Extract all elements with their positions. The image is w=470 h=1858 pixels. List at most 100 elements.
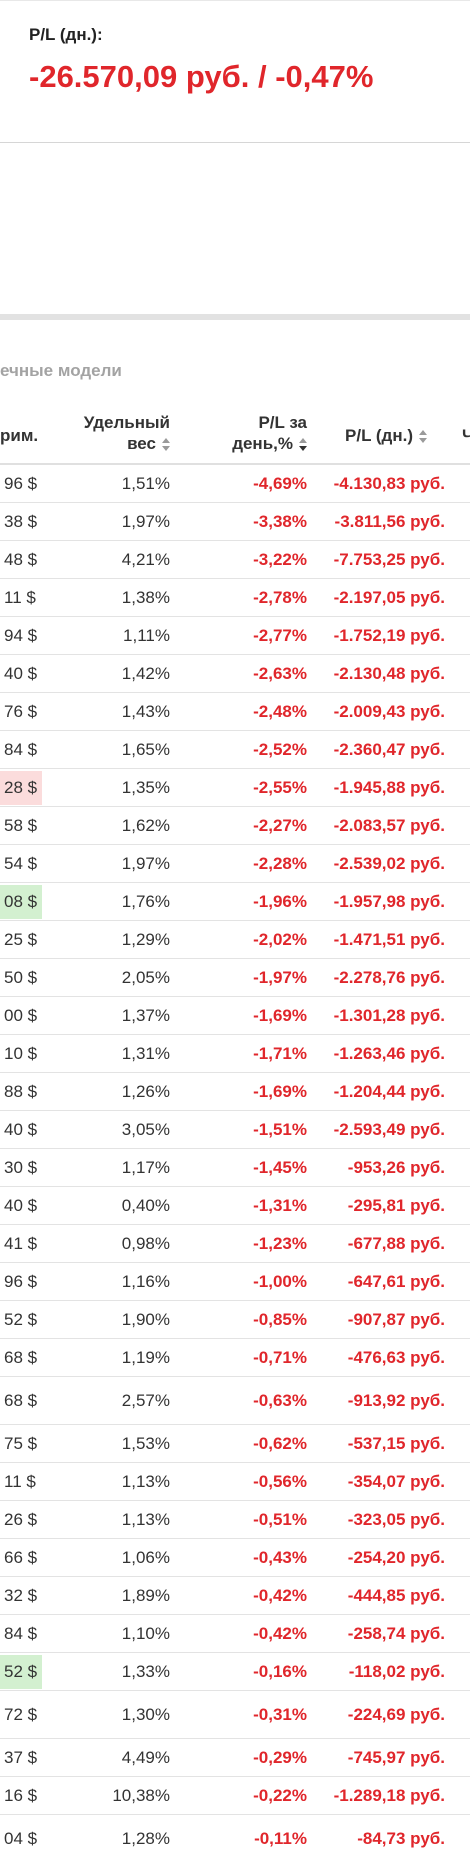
table-row[interactable]: 41 $ 0,98% -1,23% -677,88 руб. — [0, 1225, 470, 1263]
table-row[interactable]: 11 $ 1,13% -0,56% -354,07 руб. — [0, 1463, 470, 1501]
cell-weight: 1,11% — [123, 625, 170, 645]
cell-price: 08 $ — [0, 884, 42, 919]
cell-pl-day: -1.471,51 руб. — [333, 929, 445, 949]
cell-pl-day: -677,88 руб. — [347, 1233, 445, 1253]
cell-weight: 2,05% — [121, 967, 170, 987]
table-body: 96 $ 1,51% -4,69% -4.130,83 руб. 38 $ 1,97% -3… — [0, 465, 470, 1858]
cell-pl-day: -224,69 руб. — [347, 1704, 445, 1724]
cell-weight: 1,10% — [121, 1623, 170, 1643]
table-row[interactable]: 58 $ 1,62% -2,27% -2.083,57 руб. — [0, 807, 470, 845]
sort-icon[interactable] — [162, 437, 170, 452]
cell-price: 37 $ — [4, 1747, 38, 1767]
table-row[interactable]: 52 $ 1,90% -0,85% -907,87 руб. — [0, 1301, 470, 1339]
cell-pl-day-percent: -2,55% — [253, 777, 307, 797]
cell-pl-day-percent: -2,77% — [253, 625, 307, 645]
table-row[interactable]: 84 $ 1,65% -2,52% -2.360,47 руб. — [0, 731, 470, 769]
cell-price: 84 $ — [4, 739, 38, 759]
table-row[interactable]: 96 $ 1,16% -1,00% -647,61 руб. — [0, 1263, 470, 1301]
table-row[interactable]: 16 $ 10,38% -0,22% -1.289,18 руб. — [0, 1777, 470, 1815]
cell-pl-day-percent: -1,00% — [253, 1271, 307, 1291]
table-row[interactable]: 94 $ 1,11% -2,77% -1.752,19 руб. — [0, 617, 470, 655]
cell-pl-day: -2.009,43 руб. — [333, 701, 445, 721]
header-price[interactable]: рим. — [0, 426, 39, 445]
cell-pl-day-percent: -2,63% — [253, 663, 307, 683]
cell-price: 84 $ — [4, 1623, 38, 1643]
cell-price: 28 $ — [0, 770, 42, 805]
table-row[interactable]: 72 $ 1,30% -0,31% -224,69 руб. — [0, 1691, 470, 1739]
header-pl-day-percent[interactable]: P/L за день,% — [232, 412, 307, 454]
cell-pl-day-percent: -2,48% — [253, 701, 307, 721]
cell-pl-day: -84,73 руб. — [357, 1828, 445, 1848]
header-pct-line1: P/L за — [258, 413, 307, 432]
cell-weight: 3,05% — [121, 1119, 170, 1139]
cell-pl-day-percent: -3,22% — [253, 549, 307, 569]
cell-pl-day-percent: -0,29% — [253, 1747, 307, 1767]
header-pl-day[interactable]: P/L (дн.) — [345, 425, 427, 446]
table-row[interactable]: 68 $ 1,19% -0,71% -476,63 руб. — [0, 1339, 470, 1377]
cell-weight: 1,26% — [121, 1081, 170, 1101]
cell-price: 88 $ — [4, 1081, 38, 1101]
table-row[interactable]: 48 $ 4,21% -3,22% -7.753,25 руб. — [0, 541, 470, 579]
cell-price: 96 $ — [4, 473, 38, 493]
cell-pl-day: -118,02 руб. — [348, 1661, 445, 1681]
table-row[interactable]: 30 $ 1,17% -1,45% -953,26 руб. — [0, 1149, 470, 1187]
cell-weight: 0,98% — [121, 1233, 170, 1253]
positions-table: рим. Удельный вес P/L за день,% P/L (дн.… — [0, 403, 470, 1858]
cell-price: 58 $ — [4, 815, 38, 835]
header-weight[interactable]: Удельный вес — [84, 412, 170, 454]
cell-weight: 1,38% — [121, 587, 170, 607]
cell-weight: 1,90% — [121, 1309, 170, 1329]
cell-pl-day-percent: -2,78% — [253, 587, 307, 607]
cell-pl-day: -1.945,88 руб. — [333, 777, 445, 797]
table-row[interactable]: 32 $ 1,89% -0,42% -444,85 руб. — [0, 1577, 470, 1615]
header-next-column[interactable]: Ч — [462, 426, 470, 445]
table-row[interactable]: 38 $ 1,97% -3,38% -3.811,56 руб. — [0, 503, 470, 541]
cell-pl-day: -1.957,98 руб. — [333, 891, 445, 911]
cell-weight: 1,06% — [121, 1547, 170, 1567]
sort-icon[interactable] — [419, 429, 427, 444]
table-row[interactable]: 40 $ 1,42% -2,63% -2.130,48 руб. — [0, 655, 470, 693]
table-row[interactable]: 52 $ 1,33% -0,16% -118,02 руб. — [0, 1653, 470, 1691]
table-row[interactable]: 28 $ 1,35% -2,55% -1.945,88 руб. — [0, 769, 470, 807]
table-row[interactable]: 50 $ 2,05% -1,97% -2.278,76 руб. — [0, 959, 470, 997]
table-row[interactable]: 75 $ 1,53% -0,62% -537,15 руб. — [0, 1425, 470, 1463]
table-row[interactable]: 04 $ 1,28% -0,11% -84,73 руб. — [0, 1815, 470, 1858]
table-row[interactable]: 54 $ 1,97% -2,28% -2.539,02 руб. — [0, 845, 470, 883]
header-pct-line2: день,% — [232, 434, 293, 453]
cell-price: 40 $ — [4, 1119, 38, 1139]
cell-price: 48 $ — [4, 549, 38, 569]
table-row[interactable]: 26 $ 1,13% -0,51% -323,05 руб. — [0, 1501, 470, 1539]
table-row[interactable]: 00 $ 1,37% -1,69% -1.301,28 руб. — [0, 997, 470, 1035]
table-row[interactable]: 96 $ 1,51% -4,69% -4.130,83 руб. — [0, 465, 470, 503]
cell-weight: 0,40% — [121, 1195, 170, 1215]
table-row[interactable]: 84 $ 1,10% -0,42% -258,74 руб. — [0, 1615, 470, 1653]
cell-weight: 1,43% — [121, 701, 170, 721]
cell-pl-day: -2.197,05 руб. — [333, 587, 445, 607]
table-row[interactable]: 68 $ 2,57% -0,63% -913,92 руб. — [0, 1377, 470, 1425]
cell-pl-day: -4.130,83 руб. — [333, 473, 445, 493]
cell-price: 16 $ — [4, 1785, 38, 1805]
table-row[interactable]: 37 $ 4,49% -0,29% -745,97 руб. — [0, 1739, 470, 1777]
cell-price: 40 $ — [4, 663, 38, 683]
table-row[interactable]: 76 $ 1,43% -2,48% -2.009,43 руб. — [0, 693, 470, 731]
cell-weight: 2,57% — [121, 1390, 170, 1410]
cell-weight: 1,13% — [121, 1471, 170, 1491]
cell-price: 52 $ — [4, 1309, 38, 1329]
sort-desc-icon[interactable] — [299, 437, 307, 452]
cell-pl-day: -2.539,02 руб. — [333, 853, 445, 873]
table-row[interactable]: 25 $ 1,29% -2,02% -1.471,51 руб. — [0, 921, 470, 959]
cell-weight: 4,21% — [121, 549, 170, 569]
table-row[interactable]: 08 $ 1,76% -1,96% -1.957,98 руб. — [0, 883, 470, 921]
cell-pl-day: -745,97 руб. — [347, 1747, 445, 1767]
summary-card: P/L (дн.): -26.570,09 руб. / -0,47% — [0, 0, 470, 143]
table-row[interactable]: 66 $ 1,06% -0,43% -254,20 руб. — [0, 1539, 470, 1577]
cell-weight: 1,31% — [121, 1043, 170, 1063]
table-row[interactable]: 11 $ 1,38% -2,78% -2.197,05 руб. — [0, 579, 470, 617]
cell-pl-day: -1.204,44 руб. — [333, 1081, 445, 1101]
table-row[interactable]: 40 $ 3,05% -1,51% -2.593,49 руб. — [0, 1111, 470, 1149]
table-row[interactable]: 88 $ 1,26% -1,69% -1.204,44 руб. — [0, 1073, 470, 1111]
table-row[interactable]: 40 $ 0,40% -1,31% -295,81 руб. — [0, 1187, 470, 1225]
cell-weight: 1,16% — [121, 1271, 170, 1291]
cell-price: 32 $ — [4, 1585, 38, 1605]
table-row[interactable]: 10 $ 1,31% -1,71% -1.263,46 руб. — [0, 1035, 470, 1073]
